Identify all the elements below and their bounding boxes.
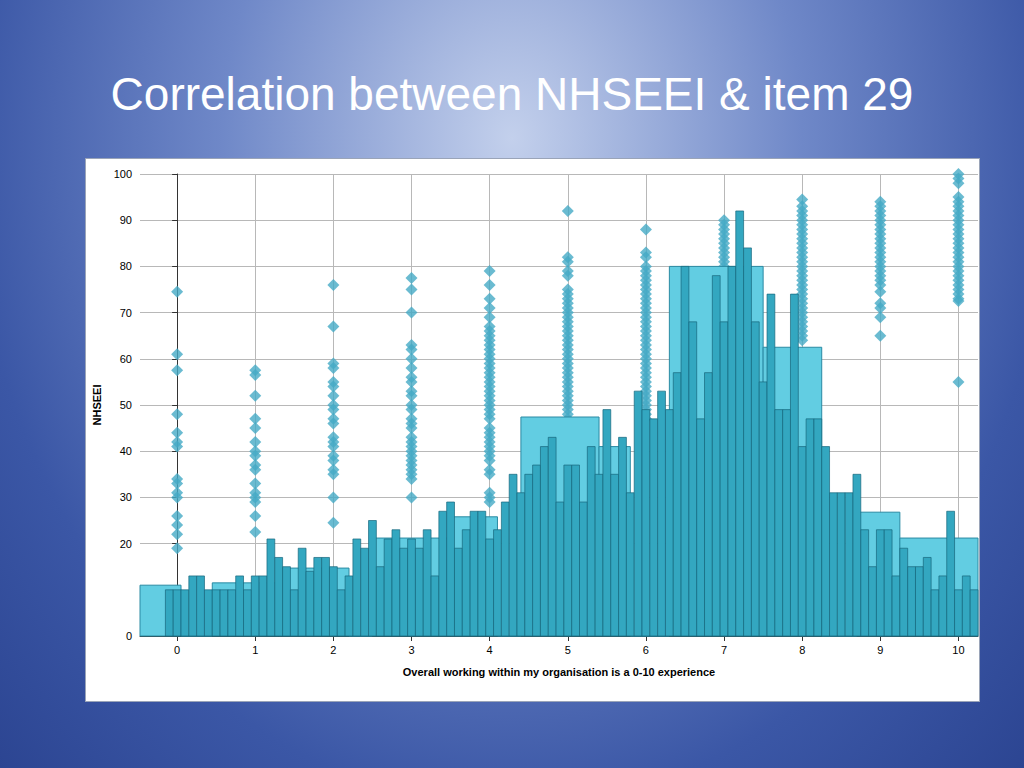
- svg-text:100: 100: [114, 168, 132, 180]
- svg-text:60: 60: [120, 353, 132, 365]
- svg-text:0: 0: [174, 644, 180, 656]
- svg-text:5: 5: [565, 644, 571, 656]
- svg-text:20: 20: [120, 538, 132, 550]
- svg-text:9: 9: [877, 644, 883, 656]
- svg-text:6: 6: [643, 644, 649, 656]
- svg-text:40: 40: [120, 445, 132, 457]
- svg-text:NHSEEI: NHSEEI: [91, 385, 103, 426]
- svg-text:2: 2: [330, 644, 336, 656]
- svg-text:Overall working within my orga: Overall working within my organisation i…: [403, 666, 715, 678]
- svg-text:10: 10: [952, 644, 964, 656]
- svg-text:0: 0: [126, 630, 132, 642]
- svg-text:30: 30: [120, 491, 132, 503]
- svg-text:50: 50: [120, 399, 132, 411]
- svg-text:8: 8: [799, 644, 805, 656]
- svg-text:7: 7: [721, 644, 727, 656]
- svg-text:Correlation between NHSEEI & i: Correlation between NHSEEI & item 29: [111, 68, 914, 120]
- svg-text:90: 90: [120, 214, 132, 226]
- svg-text:1: 1: [252, 644, 258, 656]
- svg-text:4: 4: [487, 644, 493, 656]
- svg-text:3: 3: [408, 644, 414, 656]
- svg-text:80: 80: [120, 260, 132, 272]
- svg-text:70: 70: [120, 307, 132, 319]
